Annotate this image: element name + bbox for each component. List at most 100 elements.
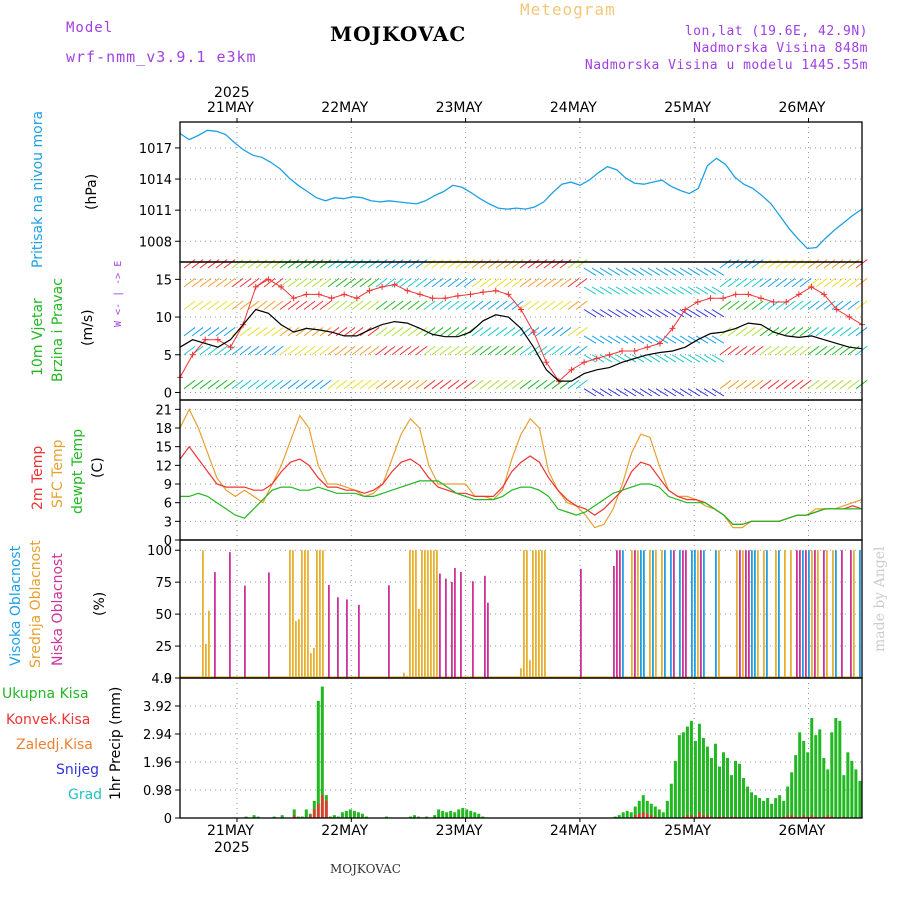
cloud-bar <box>790 550 792 678</box>
wind-arrow <box>415 327 428 337</box>
wind-arrow <box>295 345 308 356</box>
precip-bar-total <box>709 758 713 818</box>
wind-arrow <box>543 278 556 288</box>
wind-arrow <box>647 354 661 363</box>
wind-arrow <box>575 259 588 269</box>
precip-bar-total <box>425 816 429 818</box>
wind-gust-marker <box>214 336 221 343</box>
wind-arrow <box>399 300 412 310</box>
wind-arrow <box>671 335 685 344</box>
wind-arrow <box>567 327 580 337</box>
wind-arrow <box>447 379 460 390</box>
wind-arrow <box>479 300 492 310</box>
wind-arrow <box>719 345 732 356</box>
precip-bar-total <box>689 720 693 818</box>
wind-arrow <box>199 300 212 310</box>
wind-arrow <box>423 278 436 288</box>
precip-bar-convective <box>710 816 713 818</box>
cloud-bars <box>202 550 861 678</box>
wind-gust-marker <box>353 295 360 302</box>
wind-arrow <box>567 300 580 310</box>
wind-arrow <box>783 278 796 288</box>
wind-arrow <box>767 345 780 356</box>
cloud-bar <box>664 550 666 678</box>
wind-arrow <box>359 300 372 310</box>
precip-bar-total <box>413 815 417 818</box>
cloud-bar <box>832 550 834 678</box>
wind-arrow <box>759 300 772 310</box>
precip-bar-total <box>348 809 352 818</box>
precip-bar-convective <box>292 815 296 818</box>
y-tick-label: 1014 <box>139 173 172 188</box>
wind-arrow <box>487 345 500 356</box>
wind-arrow <box>751 327 764 337</box>
precip-bar-total <box>802 740 806 818</box>
wind-arrow <box>463 379 476 390</box>
wind-arrow <box>591 335 605 344</box>
wind-arrow <box>239 327 252 337</box>
cloud-bar <box>841 550 843 678</box>
cloud-bar <box>700 550 702 678</box>
wind-arrow <box>607 286 621 295</box>
cloud-bar <box>817 550 819 678</box>
cloud-bar <box>637 550 639 678</box>
precip-bar-convective <box>798 816 802 818</box>
precip-bar-total <box>320 686 324 818</box>
precip-bar-total <box>292 809 296 818</box>
wind-arrow <box>703 388 717 397</box>
wind-arrow <box>191 327 204 337</box>
pressure-line <box>179 129 863 250</box>
wind-arrow <box>743 300 756 310</box>
wind-gust-marker <box>846 314 853 321</box>
wind-arrow <box>775 278 788 288</box>
cloud-bar <box>766 550 768 678</box>
precip-bar-total <box>437 809 441 818</box>
wind-gust-marker <box>783 298 790 305</box>
wind-arrow <box>207 345 220 356</box>
wind-arrow <box>255 300 268 310</box>
wind-arrow <box>575 278 588 288</box>
cloud-bar <box>229 552 231 678</box>
wind-arrow <box>383 345 396 356</box>
panel-frame <box>179 677 863 819</box>
wind-arrow <box>671 267 685 276</box>
precip-bar-total <box>332 815 336 818</box>
wind-arrow <box>655 335 669 344</box>
wind-arrow <box>303 345 316 356</box>
wind-arrow <box>519 259 532 269</box>
cloud-bar <box>619 550 621 678</box>
wind-arrow <box>431 278 444 288</box>
wind-gust-marker <box>202 336 209 343</box>
precip-bar-total <box>818 729 822 818</box>
wind-arrow <box>687 354 701 363</box>
cloud-bar <box>736 550 738 678</box>
cloud-bar <box>694 550 696 678</box>
wind-arrow <box>375 259 388 269</box>
wind-arrow <box>543 327 556 337</box>
wind-arrow <box>327 327 340 337</box>
wind-gust-marker <box>581 359 588 366</box>
wind-arrow <box>687 267 701 276</box>
wind-arrow <box>807 379 820 390</box>
wind-arrow <box>695 335 709 344</box>
wind-arrow <box>327 300 340 310</box>
temp-line-dewpt-temp <box>180 480 862 526</box>
wind-arrow <box>599 354 613 363</box>
cloud-bar <box>814 550 816 678</box>
wind-arrow <box>231 278 244 288</box>
wind-speed-line <box>179 308 863 382</box>
precip-bar-convective <box>718 816 721 818</box>
wind-arrow <box>847 300 860 310</box>
wind-arrow <box>487 379 500 390</box>
day-label-bottom: 23MAY <box>435 823 483 839</box>
wind-arrow <box>703 309 717 318</box>
model-label: Model <box>66 20 114 36</box>
wind-arrow <box>719 278 732 288</box>
precip-bar-total <box>677 735 681 818</box>
cloud-bar <box>757 550 759 678</box>
wind-arrow <box>687 388 701 397</box>
precip-bar-total <box>730 775 734 818</box>
wind-arrow <box>847 278 860 288</box>
precip-bar-total <box>645 800 649 818</box>
precip-bar-total <box>252 815 256 818</box>
